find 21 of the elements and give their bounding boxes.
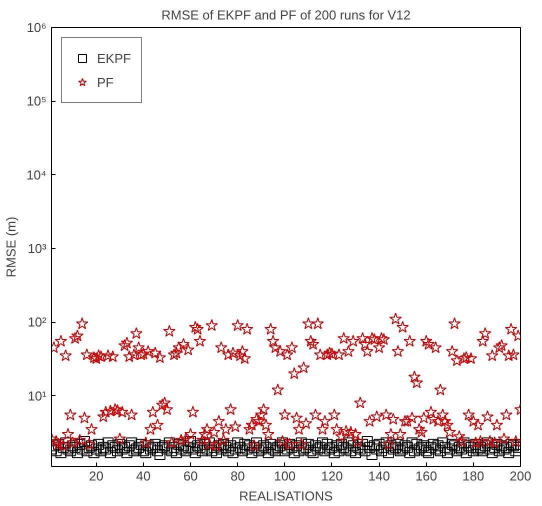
y-tick-label: 10¹ (28, 388, 48, 404)
x-tick-label: 20 (89, 468, 104, 484)
y-axis-title: RMSE (m) (3, 216, 18, 278)
y-tick-label: 10² (28, 314, 48, 330)
x-tick-label: 80 (230, 468, 245, 484)
legend-label: EKPF (97, 50, 131, 66)
x-tick-label: 200 (510, 468, 532, 484)
x-axis-title: REALISATIONS (239, 488, 334, 504)
x-tick-label: 140 (368, 468, 390, 484)
x-tick-label: 40 (136, 468, 151, 484)
x-tick-label: 160 (415, 468, 438, 484)
x-tick-label: 180 (462, 468, 484, 484)
chart-title: RMSE of EKPF and PF of 200 runs for V12 (161, 8, 411, 22)
y-tick-label: 10³ (28, 241, 48, 256)
y-tick-label: 10⁴ (26, 167, 46, 182)
legend-label: PF (97, 74, 115, 90)
x-tick-label: 100 (274, 468, 296, 484)
x-tick-label: 60 (183, 468, 198, 484)
x-tick-label: 120 (321, 468, 343, 484)
y-tick-label: 10⁵ (26, 94, 47, 109)
y-tick-label: 10⁶ (26, 20, 46, 35)
